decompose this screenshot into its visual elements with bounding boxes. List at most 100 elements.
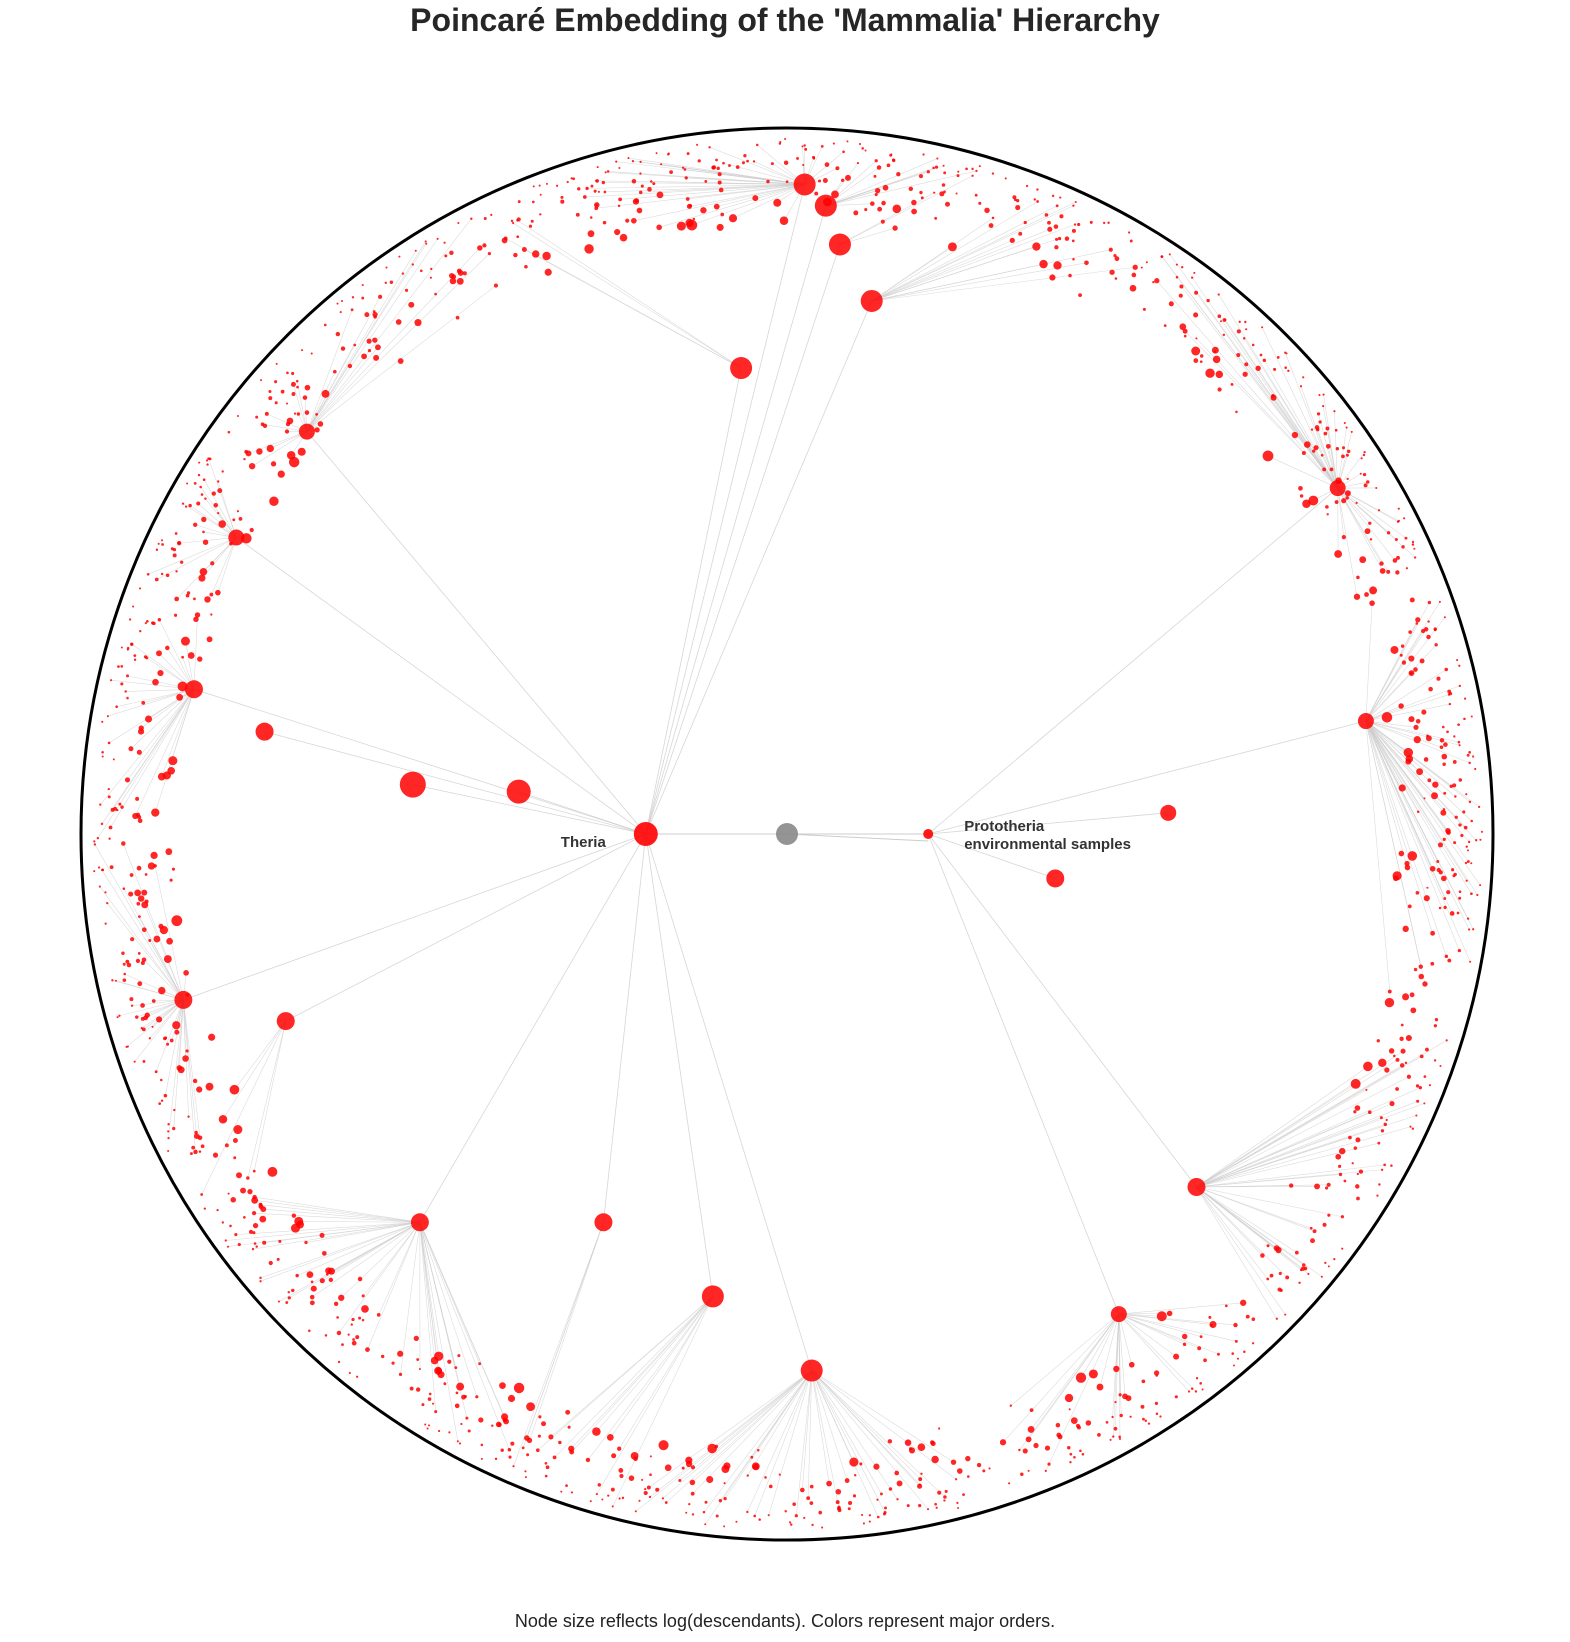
periphery-node [768, 1484, 773, 1489]
periphery-node [1071, 239, 1075, 243]
periphery-node [1444, 954, 1449, 959]
edge [306, 250, 417, 432]
periphery-node [590, 184, 594, 188]
periphery-node [1478, 805, 1481, 809]
periphery-node [151, 808, 160, 817]
periphery-node [1457, 740, 1461, 744]
periphery-node [1140, 266, 1143, 269]
periphery-node [161, 543, 164, 546]
periphery-node [212, 1152, 219, 1158]
periphery-node [1064, 1393, 1074, 1403]
edge [839, 175, 973, 245]
periphery-node [132, 605, 135, 608]
periphery-node [800, 1487, 805, 1493]
periphery-node [1108, 247, 1113, 252]
periphery-node [545, 1465, 550, 1470]
periphery-node [524, 1476, 527, 1479]
periphery-node [773, 198, 782, 207]
periphery-node [1224, 1304, 1228, 1308]
periphery-node [167, 767, 175, 775]
periphery-node [1096, 1383, 1104, 1391]
periphery-node [521, 247, 527, 252]
periphery-node [840, 178, 845, 183]
edge [298, 1221, 420, 1223]
periphery-node [512, 1465, 515, 1468]
periphery-node [276, 1257, 280, 1261]
periphery-node [1064, 236, 1070, 241]
edge [412, 784, 646, 835]
periphery-node [107, 741, 111, 745]
periphery-node [1452, 760, 1457, 764]
periphery-node [107, 795, 111, 799]
periphery-node [764, 1476, 767, 1479]
periphery-node [256, 448, 263, 455]
periphery-node [965, 167, 968, 171]
edge-layer [94, 144, 1481, 1525]
periphery-node [1419, 658, 1425, 664]
edge [596, 184, 805, 209]
periphery-node [640, 184, 644, 188]
periphery-node [1356, 1196, 1360, 1201]
periphery-node [172, 553, 177, 558]
periphery-node [426, 1427, 429, 1430]
periphery-node [1460, 833, 1464, 838]
periphery-node [124, 777, 131, 783]
periphery-node [1356, 575, 1360, 580]
periphery-node [160, 539, 164, 542]
periphery-node [639, 160, 642, 164]
periphery-node [1405, 567, 1409, 570]
periphery-node [1039, 259, 1048, 269]
periphery-node [174, 1029, 180, 1035]
periphery-node [1049, 274, 1056, 281]
edge [825, 170, 977, 206]
edge [1118, 1302, 1244, 1315]
periphery-node [1128, 1361, 1135, 1368]
edge [871, 249, 1111, 302]
periphery-node [174, 532, 178, 535]
periphery-node [143, 1015, 149, 1021]
periphery-node [1259, 353, 1263, 357]
periphery-node [338, 1294, 345, 1301]
periphery-node [1465, 879, 1468, 882]
periphery-node [1057, 236, 1062, 241]
periphery-node [218, 520, 227, 528]
periphery-node [215, 589, 221, 596]
periphery-node [1395, 1057, 1400, 1062]
periphery-node [936, 157, 939, 160]
periphery-node [1466, 849, 1469, 852]
periphery-node [1353, 1110, 1357, 1114]
periphery-node [291, 1213, 297, 1218]
periphery-node [1401, 545, 1405, 549]
periphery-node [443, 1382, 447, 1386]
chart-caption: Node size reflects log(descendants). Col… [514, 1611, 1056, 1631]
periphery-node [648, 1495, 652, 1499]
periphery-node [778, 1473, 781, 1476]
periphery-node [606, 1434, 614, 1441]
periphery-node [457, 270, 464, 276]
periphery-node [692, 217, 696, 221]
periphery-node [141, 957, 147, 963]
periphery-node [700, 207, 707, 214]
periphery-node [97, 866, 101, 869]
periphery-node [1445, 1039, 1448, 1042]
edge [1264, 360, 1338, 489]
periphery-node [197, 473, 201, 477]
edge [1196, 1186, 1278, 1319]
edge [183, 999, 198, 1137]
periphery-node [150, 851, 158, 860]
periphery-node [418, 1368, 421, 1371]
edge [252, 1222, 420, 1250]
periphery-node [409, 1386, 414, 1391]
periphery-node [274, 380, 278, 384]
periphery-node [638, 190, 643, 195]
edge [517, 220, 742, 369]
edge [1365, 644, 1437, 722]
edge [161, 689, 195, 777]
periphery-node [1362, 472, 1367, 477]
periphery-node [1285, 352, 1288, 355]
periphery-node [155, 548, 159, 551]
hub-node [1110, 1306, 1127, 1323]
periphery-node [193, 1133, 200, 1140]
periphery-node [478, 1362, 482, 1366]
periphery-node [339, 311, 342, 314]
